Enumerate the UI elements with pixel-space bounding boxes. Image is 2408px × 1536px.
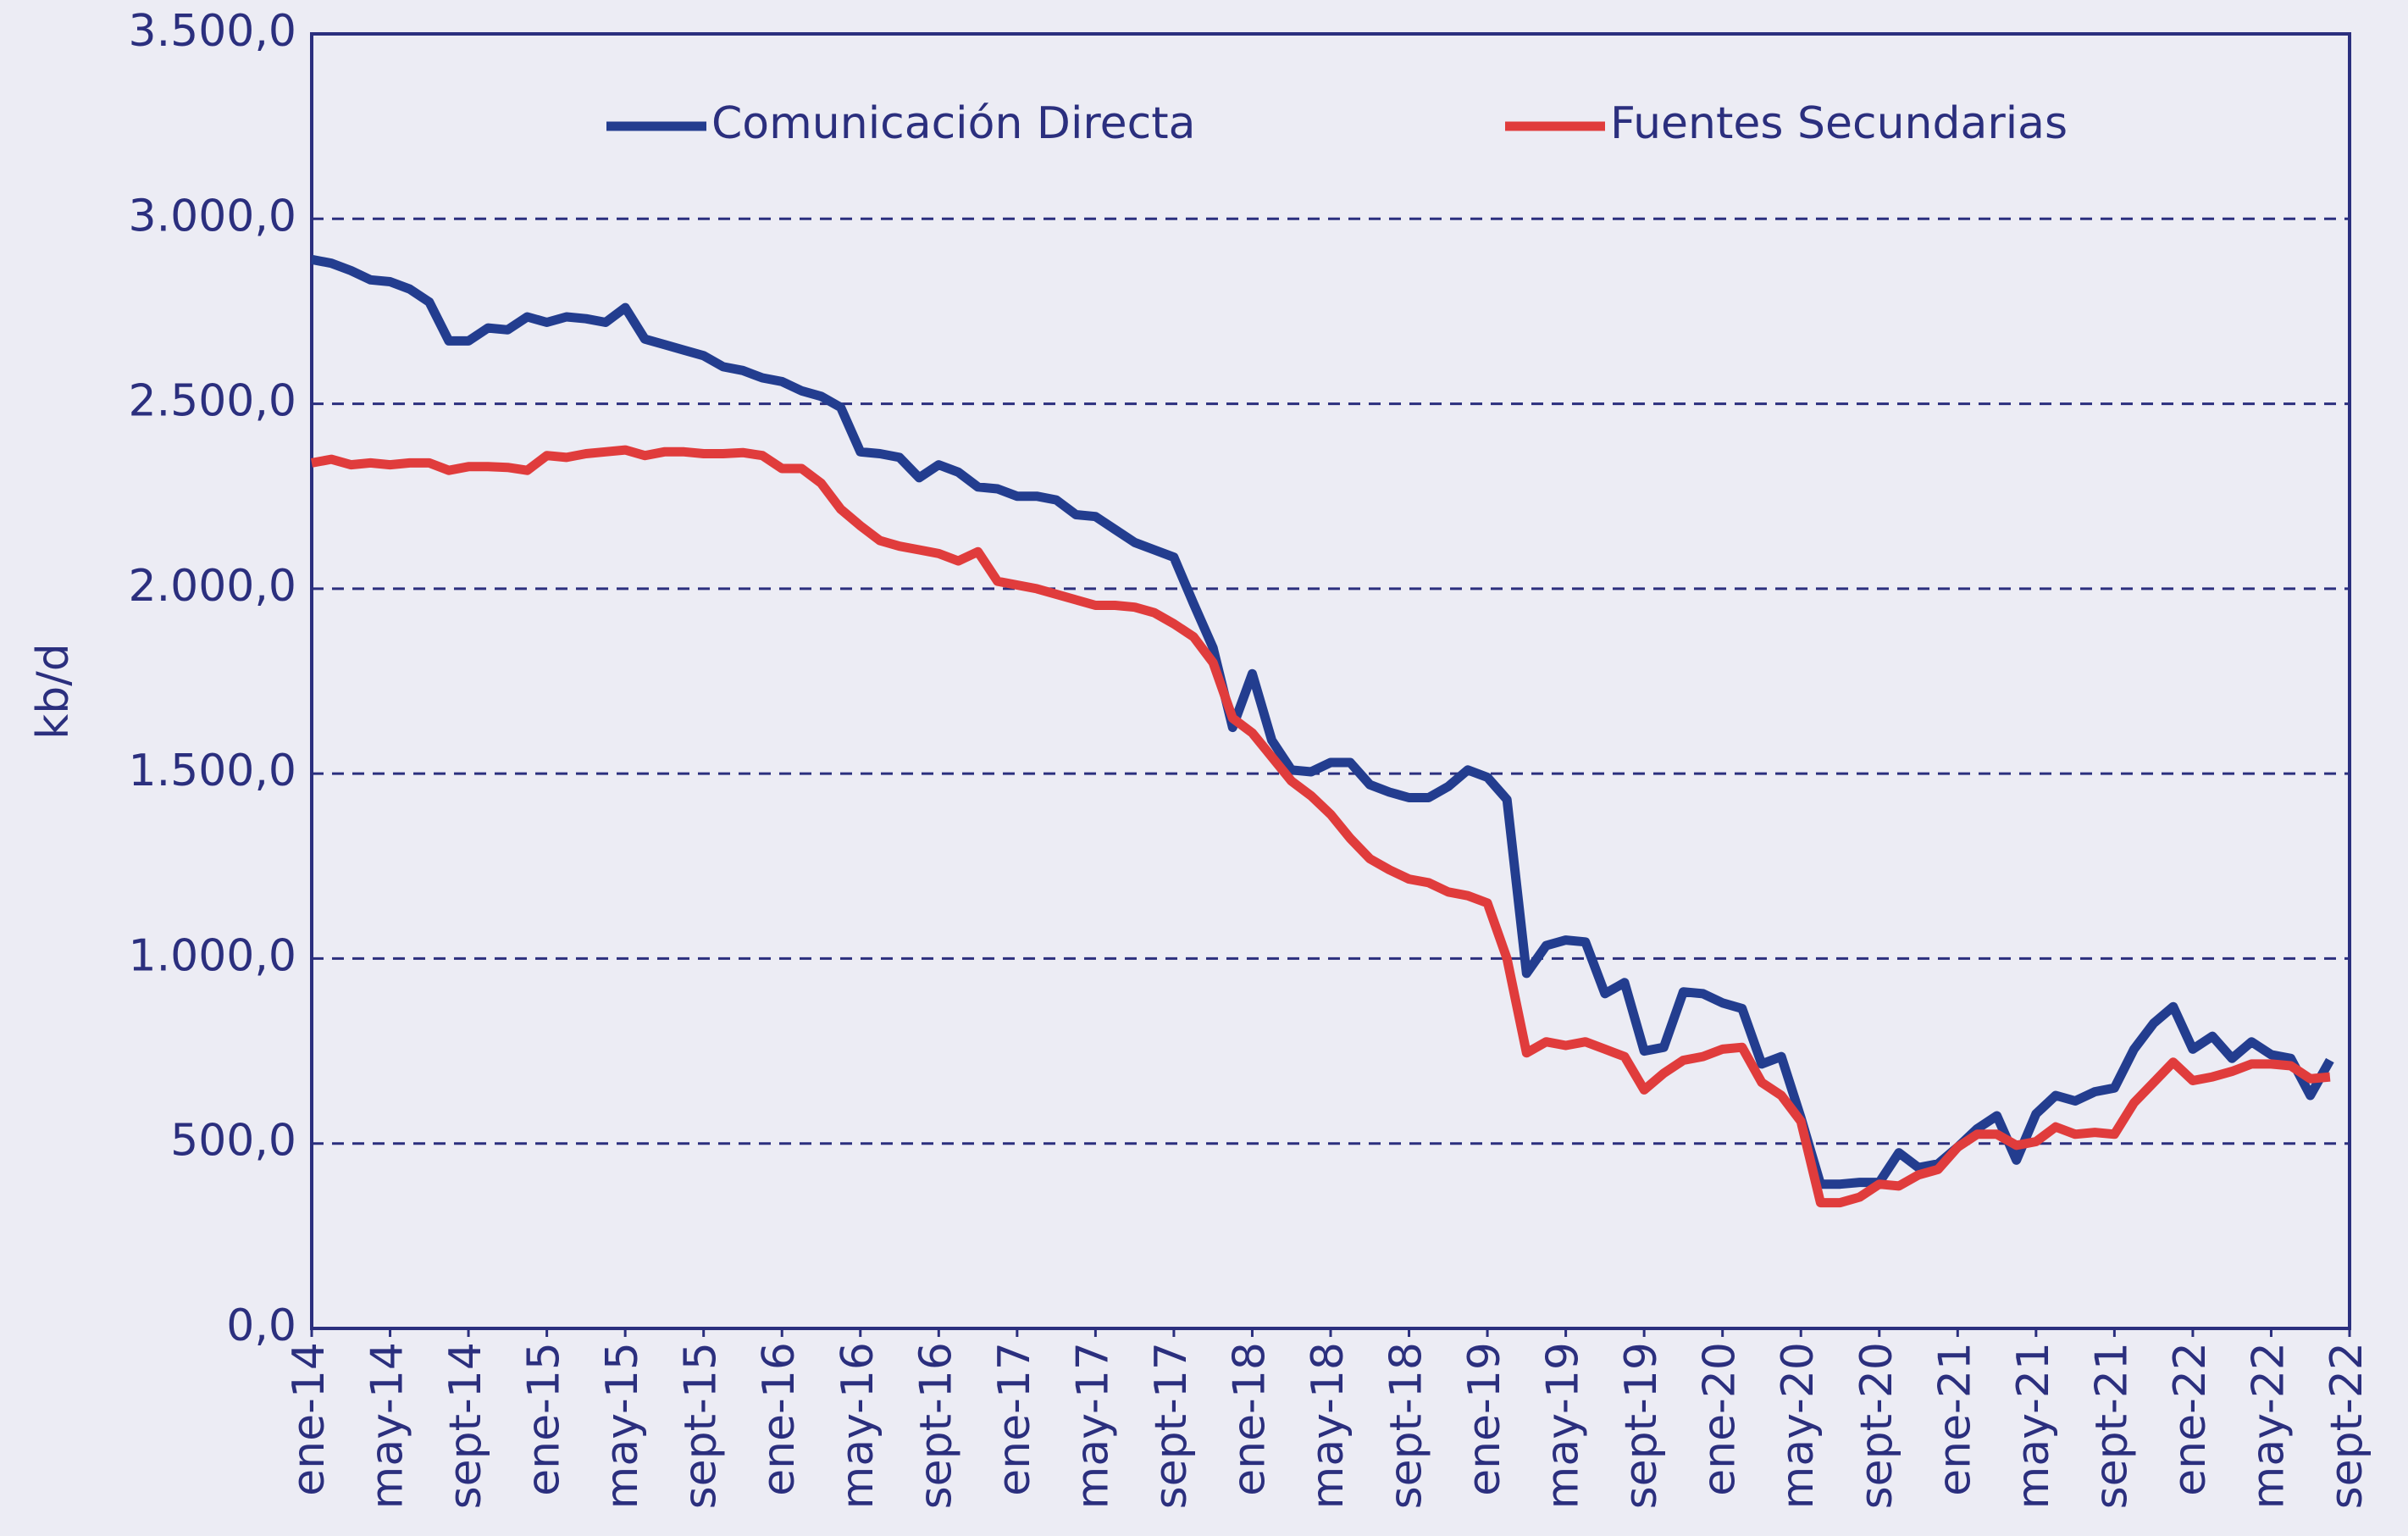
x-tick-label: sept-14	[440, 1342, 491, 1509]
x-tick-label: may-20	[1773, 1342, 1824, 1509]
x-tick-label: may-18	[1303, 1342, 1353, 1509]
x-tick-label: ene-21	[1929, 1342, 1980, 1496]
y-axis-label: kb/d	[28, 643, 79, 740]
legend-label: Comunicación Directa	[711, 98, 1196, 149]
x-tick-label: sept-19	[1616, 1342, 1667, 1509]
x-tick-label: sept-21	[2086, 1342, 2137, 1509]
x-tick-label: may-17	[1067, 1342, 1118, 1509]
y-tick-label: 500,0	[170, 1116, 296, 1167]
x-tick-label: sept-15	[676, 1342, 727, 1509]
x-tick-label: sept-16	[911, 1342, 961, 1509]
y-tick-label: 3.000,0	[129, 191, 296, 241]
x-tick-label: ene-20	[1695, 1342, 1746, 1496]
y-tick-label: 2.500,0	[129, 376, 296, 427]
x-tick-label: may-22	[2243, 1342, 2294, 1509]
x-tick-label: may-16	[833, 1342, 883, 1509]
x-tick-label: sept-18	[1381, 1342, 1432, 1509]
x-tick-label: may-19	[1538, 1342, 1589, 1509]
x-tick-label: ene-18	[1224, 1342, 1275, 1496]
y-tick-label: 2.000,0	[129, 561, 296, 612]
y-tick-label: 1.500,0	[129, 746, 296, 796]
x-tick-label: may-15	[597, 1342, 648, 1509]
y-tick-label: 0,0	[226, 1300, 296, 1351]
y-tick-label: 1.000,0	[129, 930, 296, 981]
x-tick-label: sept-17	[1146, 1342, 1197, 1509]
x-tick-label: may-21	[2008, 1342, 2059, 1509]
x-tick-label: ene-19	[1459, 1342, 1510, 1496]
series-line	[310, 254, 2334, 1189]
x-tick-label: ene-16	[754, 1342, 805, 1496]
x-tick-label: sept-20	[1852, 1342, 1902, 1509]
x-tick-label: ene-14	[284, 1342, 335, 1496]
x-tick-label: sept-22	[2322, 1342, 2372, 1509]
x-tick-label: ene-17	[989, 1342, 1040, 1496]
x-tick-label: ene-22	[2165, 1342, 2216, 1496]
y-tick-label: 3.500,0	[129, 6, 296, 57]
x-tick-label: ene-15	[519, 1342, 570, 1496]
legend-label: Fuentes Secundarias	[1610, 98, 2068, 149]
x-tick-label: may-14	[363, 1342, 413, 1509]
series-line	[310, 445, 2331, 1208]
